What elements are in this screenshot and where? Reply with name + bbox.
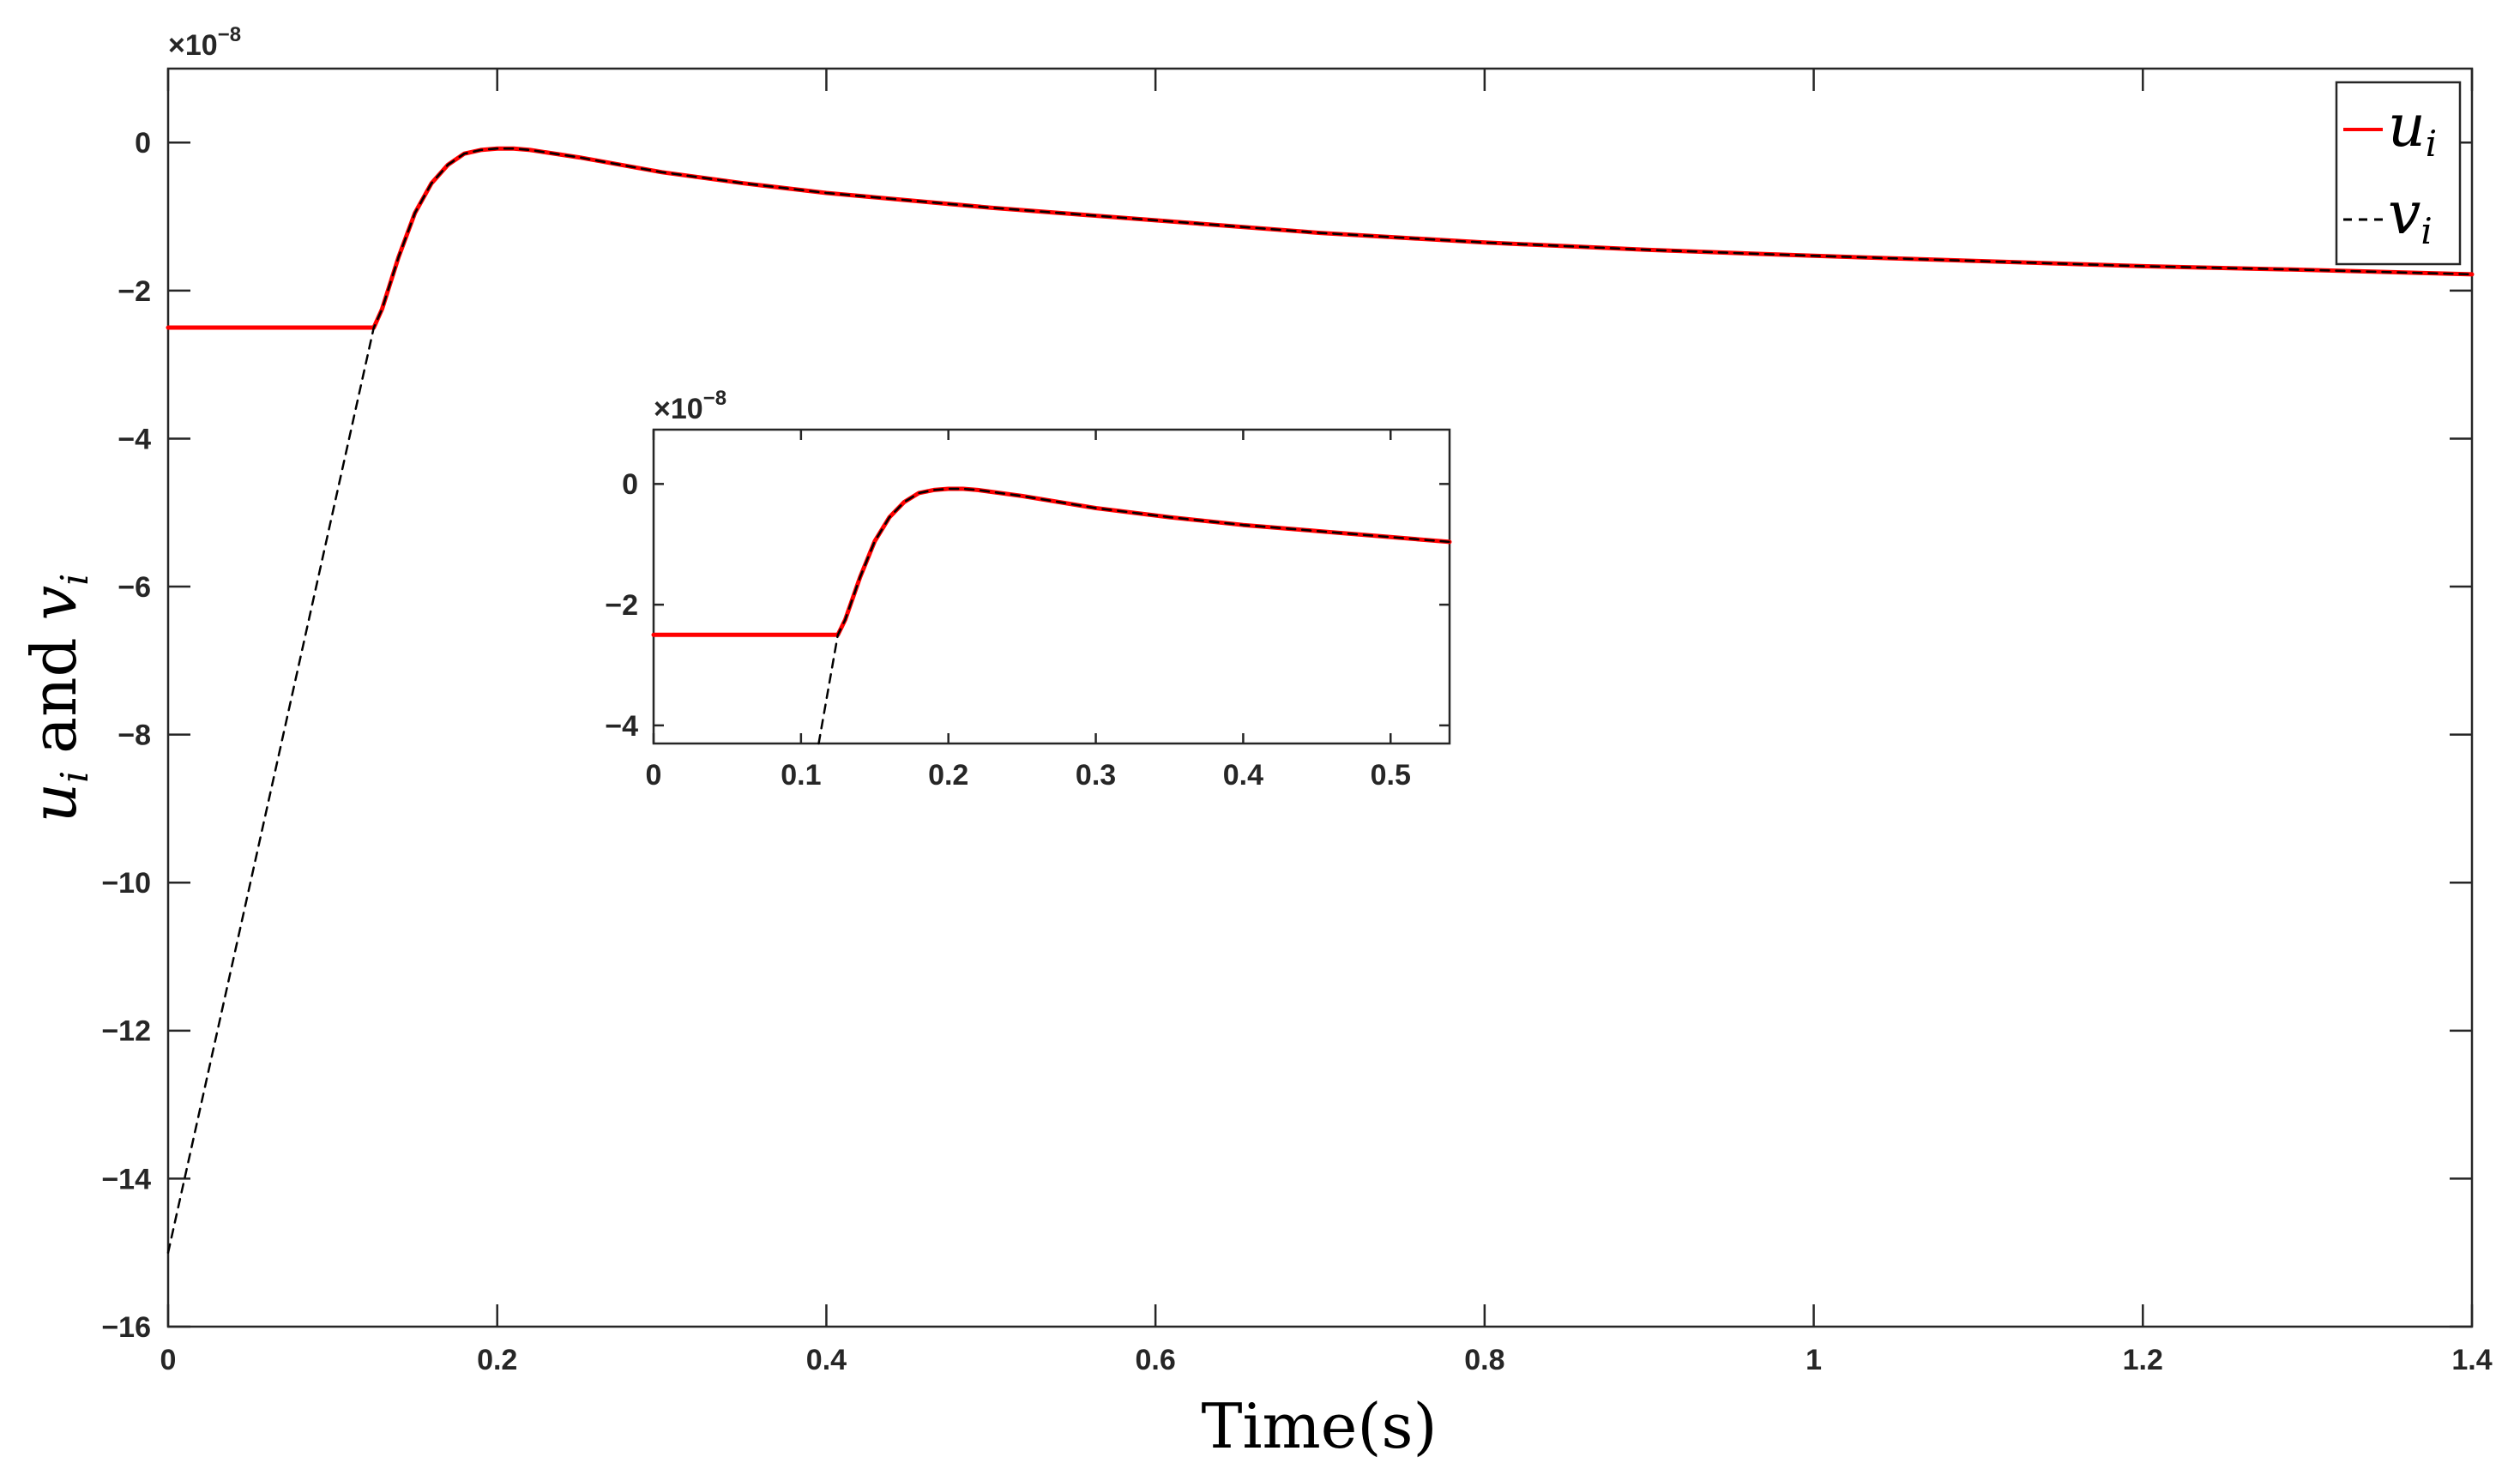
main-y-tick-label: −10: [101, 867, 151, 900]
inset-x-tick-label: 0.4: [1223, 759, 1263, 792]
main-y-tick-label: 0: [135, 127, 151, 160]
inset-series-v-line: [817, 487, 1451, 745]
inset-x-tick-label: 0: [646, 759, 662, 792]
inset-plot-frame: [652, 428, 1451, 745]
main-y-tick-label: −6: [118, 571, 151, 604]
main-x-tick-label: 0.2: [477, 1344, 517, 1376]
main-y-tick-label: −2: [118, 275, 151, 308]
main-y-tick-label: −4: [118, 423, 151, 455]
main-x-tick-label: 0.8: [1464, 1344, 1504, 1376]
inset-y-multiplier: ×10−8: [654, 387, 726, 425]
inset-x-tick-label: 0.5: [1371, 759, 1411, 792]
main-y-multiplier: ×10−8: [168, 23, 241, 62]
inset-x-tick-label: 0.3: [1076, 759, 1116, 792]
main-ticks: 0 0.2 0.4 0.6 0.8 1 1.2 1.4 0 −2 −4 −6 −8 −10 −12 −14 −1…: [101, 69, 2493, 1376]
main-y-tick-label: −8: [118, 719, 151, 752]
main-y-axis-label: uiandvi: [18, 574, 97, 823]
main-series-v-line: [166, 147, 2474, 1254]
main-series: [166, 146, 2475, 1254]
inset-axes: 0 0.1 0.2 0.3 0.4 0.5 0 −2 −4 ×10−8: [605, 387, 1452, 792]
main-x-tick-label: 0.4: [806, 1344, 847, 1376]
main-y-tick-label: −12: [101, 1015, 151, 1048]
main-y-tick-label: −14: [101, 1163, 151, 1195]
legend-label-u: ui: [2388, 93, 2437, 165]
main-x-tick-label: 1.2: [2123, 1344, 2163, 1376]
main-x-tick-label: 1: [1806, 1344, 1822, 1376]
inset-y-tick-label: −2: [605, 589, 638, 622]
legend-box: [2335, 81, 2462, 266]
main-x-tick-label: 0.6: [1136, 1344, 1176, 1376]
inset-x-tick-label: 0.1: [781, 759, 821, 792]
main-x-tick-label: 1.4: [2451, 1344, 2492, 1376]
inset-y-tick-label: −4: [605, 710, 638, 743]
legend: ui vi: [2335, 81, 2462, 266]
main-x-axis-label: Time(s): [1201, 1390, 1437, 1462]
legend-label-v: vi: [2388, 180, 2433, 252]
main-y-tick-label: −16: [101, 1311, 151, 1344]
inset-series: [651, 486, 1452, 745]
main-x-tick-label: 0: [160, 1344, 177, 1376]
inset-x-tick-label: 0.2: [928, 759, 968, 792]
inset-y-tick-label: 0: [622, 468, 638, 501]
inset-ticks: 0 0.1 0.2 0.3 0.4 0.5 0 −2 −4: [605, 430, 1450, 792]
